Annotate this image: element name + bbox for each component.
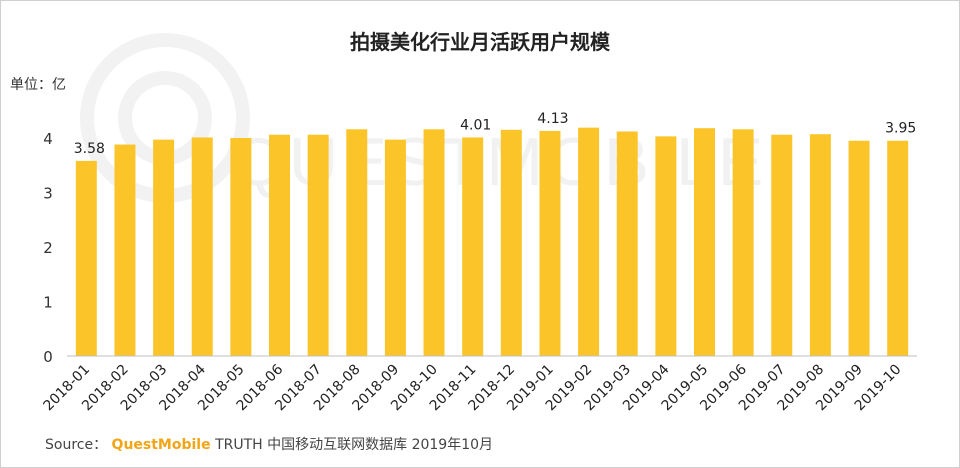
data-labels: 3.58 4.01 4.13 3.95	[74, 111, 917, 157]
bar-2018-10	[423, 129, 445, 356]
bar-2019-08	[809, 134, 831, 356]
source-prefix: Source：	[45, 437, 108, 453]
bar-2018-09	[384, 139, 406, 356]
source-detail: TRUTH 中国移动互联网数据库 2019年10月	[215, 437, 494, 453]
bar-2018-02	[114, 144, 136, 356]
bar-2018-12	[500, 129, 522, 356]
y-tick-label: 3	[43, 185, 53, 203]
bar-2018-03	[153, 139, 175, 356]
bar-2018-01	[75, 160, 97, 356]
bar-2018-05	[230, 138, 252, 356]
data-label: 3.95	[885, 121, 916, 137]
data-label: 4.13	[537, 111, 568, 127]
bar-2019-10	[887, 140, 909, 356]
bar-2019-01	[539, 130, 561, 356]
bars	[75, 127, 909, 357]
bar-2019-05	[694, 128, 715, 356]
source-line: Source： QuestMobile TRUTH 中国移动互联网数据库 201…	[45, 434, 493, 454]
bar-2019-04	[655, 136, 677, 356]
source-brand: QuestMobile	[111, 437, 211, 453]
bar-2018-08	[346, 129, 368, 356]
y-tick-label: 0	[43, 348, 53, 366]
data-label: 3.58	[74, 141, 105, 157]
bar-2019-07	[771, 134, 793, 356]
bar-2018-04	[191, 137, 213, 356]
bar-2019-03	[616, 131, 638, 356]
data-label: 4.01	[460, 117, 491, 133]
bar-2018-06	[269, 134, 290, 356]
bar-2019-06	[732, 129, 754, 356]
y-axis-ticks: 0 1 2 3 4	[43, 130, 53, 366]
bar-2018-07	[307, 134, 329, 356]
bar-2018-11	[462, 137, 484, 356]
y-tick-label: 2	[43, 239, 53, 257]
y-tick-label: 4	[43, 130, 53, 148]
bar-2019-09	[848, 140, 870, 356]
y-axis-unit-label: 单位：亿	[10, 77, 66, 93]
bar-2019-02	[578, 127, 600, 357]
chart-title: 拍摄美化行业月活跃用户规模	[350, 30, 610, 54]
x-axis-ticks: 2018-012018-022018-032018-042018-052018-…	[40, 361, 904, 414]
y-tick-label: 1	[43, 294, 53, 312]
